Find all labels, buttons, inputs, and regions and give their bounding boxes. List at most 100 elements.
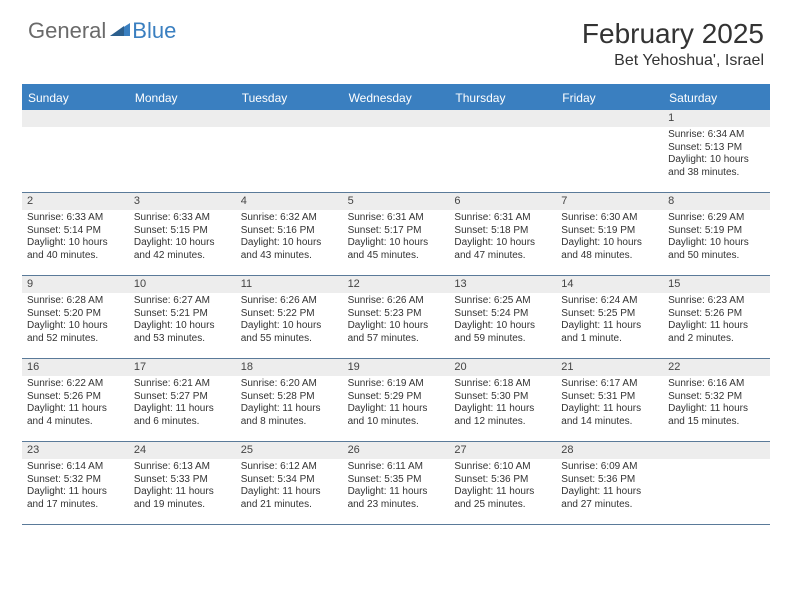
day-number: 17	[129, 359, 236, 376]
sunset-text: Sunset: 5:19 PM	[561, 225, 658, 238]
day-content: Sunrise: 6:31 AMSunset: 5:18 PMDaylight:…	[449, 210, 556, 266]
logo-text-blue: Blue	[132, 18, 176, 44]
day-cell	[236, 110, 343, 192]
sunrise-text: Sunrise: 6:28 AM	[27, 295, 124, 308]
day-number: 19	[343, 359, 450, 376]
daylight-text: Daylight: 11 hours and 6 minutes.	[134, 403, 231, 428]
day-number: 4	[236, 193, 343, 210]
day-number: 13	[449, 276, 556, 293]
day-cell: 24Sunrise: 6:13 AMSunset: 5:33 PMDayligh…	[129, 442, 236, 524]
day-number: 25	[236, 442, 343, 459]
day-number: 26	[343, 442, 450, 459]
sunrise-text: Sunrise: 6:20 AM	[241, 378, 338, 391]
day-cell: 7Sunrise: 6:30 AMSunset: 5:19 PMDaylight…	[556, 193, 663, 275]
sunset-text: Sunset: 5:34 PM	[241, 474, 338, 487]
day-cell	[663, 442, 770, 524]
day-content: Sunrise: 6:09 AMSunset: 5:36 PMDaylight:…	[556, 459, 663, 515]
sunrise-text: Sunrise: 6:32 AM	[241, 212, 338, 225]
day-number: 6	[449, 193, 556, 210]
day-number: 24	[129, 442, 236, 459]
day-number: 12	[343, 276, 450, 293]
day-number-blank	[22, 110, 129, 127]
daylight-text: Daylight: 10 hours and 43 minutes.	[241, 237, 338, 262]
day-number: 1	[663, 110, 770, 127]
daylight-text: Daylight: 11 hours and 23 minutes.	[348, 486, 445, 511]
sunset-text: Sunset: 5:25 PM	[561, 308, 658, 321]
daylight-text: Daylight: 10 hours and 52 minutes.	[27, 320, 124, 345]
daylight-text: Daylight: 10 hours and 53 minutes.	[134, 320, 231, 345]
sunset-text: Sunset: 5:19 PM	[668, 225, 765, 238]
day-content: Sunrise: 6:10 AMSunset: 5:36 PMDaylight:…	[449, 459, 556, 515]
day-cell: 25Sunrise: 6:12 AMSunset: 5:34 PMDayligh…	[236, 442, 343, 524]
day-cell	[556, 110, 663, 192]
day-content: Sunrise: 6:12 AMSunset: 5:34 PMDaylight:…	[236, 459, 343, 515]
sunrise-text: Sunrise: 6:13 AM	[134, 461, 231, 474]
day-number: 22	[663, 359, 770, 376]
day-number: 18	[236, 359, 343, 376]
day-number-blank	[449, 110, 556, 127]
day-cell: 8Sunrise: 6:29 AMSunset: 5:19 PMDaylight…	[663, 193, 770, 275]
day-content: Sunrise: 6:14 AMSunset: 5:32 PMDaylight:…	[22, 459, 129, 515]
sunset-text: Sunset: 5:16 PM	[241, 225, 338, 238]
day-number: 5	[343, 193, 450, 210]
day-content: Sunrise: 6:24 AMSunset: 5:25 PMDaylight:…	[556, 293, 663, 349]
day-number: 28	[556, 442, 663, 459]
week-row: 9Sunrise: 6:28 AMSunset: 5:20 PMDaylight…	[22, 276, 770, 359]
day-cell: 28Sunrise: 6:09 AMSunset: 5:36 PMDayligh…	[556, 442, 663, 524]
sunset-text: Sunset: 5:36 PM	[561, 474, 658, 487]
daylight-text: Daylight: 11 hours and 25 minutes.	[454, 486, 551, 511]
daylight-text: Daylight: 11 hours and 15 minutes.	[668, 403, 765, 428]
sunset-text: Sunset: 5:13 PM	[668, 142, 765, 155]
day-content: Sunrise: 6:28 AMSunset: 5:20 PMDaylight:…	[22, 293, 129, 349]
daylight-text: Daylight: 10 hours and 40 minutes.	[27, 237, 124, 262]
sunset-text: Sunset: 5:24 PM	[454, 308, 551, 321]
day-cell: 10Sunrise: 6:27 AMSunset: 5:21 PMDayligh…	[129, 276, 236, 358]
daylight-text: Daylight: 11 hours and 2 minutes.	[668, 320, 765, 345]
sunset-text: Sunset: 5:35 PM	[348, 474, 445, 487]
sunrise-text: Sunrise: 6:27 AM	[134, 295, 231, 308]
sunset-text: Sunset: 5:29 PM	[348, 391, 445, 404]
day-number: 23	[22, 442, 129, 459]
day-cell: 20Sunrise: 6:18 AMSunset: 5:30 PMDayligh…	[449, 359, 556, 441]
day-number-blank	[129, 110, 236, 127]
sunrise-text: Sunrise: 6:14 AM	[27, 461, 124, 474]
day-cell: 5Sunrise: 6:31 AMSunset: 5:17 PMDaylight…	[343, 193, 450, 275]
sunrise-text: Sunrise: 6:19 AM	[348, 378, 445, 391]
daylight-text: Daylight: 10 hours and 42 minutes.	[134, 237, 231, 262]
day-number-blank	[663, 442, 770, 459]
day-number: 14	[556, 276, 663, 293]
day-cell: 14Sunrise: 6:24 AMSunset: 5:25 PMDayligh…	[556, 276, 663, 358]
daylight-text: Daylight: 11 hours and 17 minutes.	[27, 486, 124, 511]
day-content: Sunrise: 6:33 AMSunset: 5:15 PMDaylight:…	[129, 210, 236, 266]
sunrise-text: Sunrise: 6:22 AM	[27, 378, 124, 391]
daylight-text: Daylight: 10 hours and 55 minutes.	[241, 320, 338, 345]
daylight-text: Daylight: 10 hours and 48 minutes.	[561, 237, 658, 262]
day-content: Sunrise: 6:11 AMSunset: 5:35 PMDaylight:…	[343, 459, 450, 515]
sunrise-text: Sunrise: 6:29 AM	[668, 212, 765, 225]
sunrise-text: Sunrise: 6:26 AM	[241, 295, 338, 308]
day-cell: 23Sunrise: 6:14 AMSunset: 5:32 PMDayligh…	[22, 442, 129, 524]
day-cell	[449, 110, 556, 192]
sunrise-text: Sunrise: 6:21 AM	[134, 378, 231, 391]
day-number: 21	[556, 359, 663, 376]
weekday-header: Thursday	[449, 86, 556, 110]
daylight-text: Daylight: 11 hours and 4 minutes.	[27, 403, 124, 428]
day-content: Sunrise: 6:22 AMSunset: 5:26 PMDaylight:…	[22, 376, 129, 432]
sunrise-text: Sunrise: 6:33 AM	[134, 212, 231, 225]
sunset-text: Sunset: 5:15 PM	[134, 225, 231, 238]
day-cell: 18Sunrise: 6:20 AMSunset: 5:28 PMDayligh…	[236, 359, 343, 441]
day-cell: 27Sunrise: 6:10 AMSunset: 5:36 PMDayligh…	[449, 442, 556, 524]
day-cell	[343, 110, 450, 192]
day-content: Sunrise: 6:16 AMSunset: 5:32 PMDaylight:…	[663, 376, 770, 432]
day-content: Sunrise: 6:23 AMSunset: 5:26 PMDaylight:…	[663, 293, 770, 349]
day-cell: 2Sunrise: 6:33 AMSunset: 5:14 PMDaylight…	[22, 193, 129, 275]
day-cell: 11Sunrise: 6:26 AMSunset: 5:22 PMDayligh…	[236, 276, 343, 358]
day-cell: 16Sunrise: 6:22 AMSunset: 5:26 PMDayligh…	[22, 359, 129, 441]
daylight-text: Daylight: 11 hours and 21 minutes.	[241, 486, 338, 511]
weeks-container: 1Sunrise: 6:34 AMSunset: 5:13 PMDaylight…	[22, 110, 770, 525]
daylight-text: Daylight: 11 hours and 14 minutes.	[561, 403, 658, 428]
day-cell: 22Sunrise: 6:16 AMSunset: 5:32 PMDayligh…	[663, 359, 770, 441]
sunset-text: Sunset: 5:23 PM	[348, 308, 445, 321]
daylight-text: Daylight: 10 hours and 47 minutes.	[454, 237, 551, 262]
day-cell: 4 Sunrise: 6:32 AMSunset: 5:16 PMDaylight…	[236, 193, 343, 275]
